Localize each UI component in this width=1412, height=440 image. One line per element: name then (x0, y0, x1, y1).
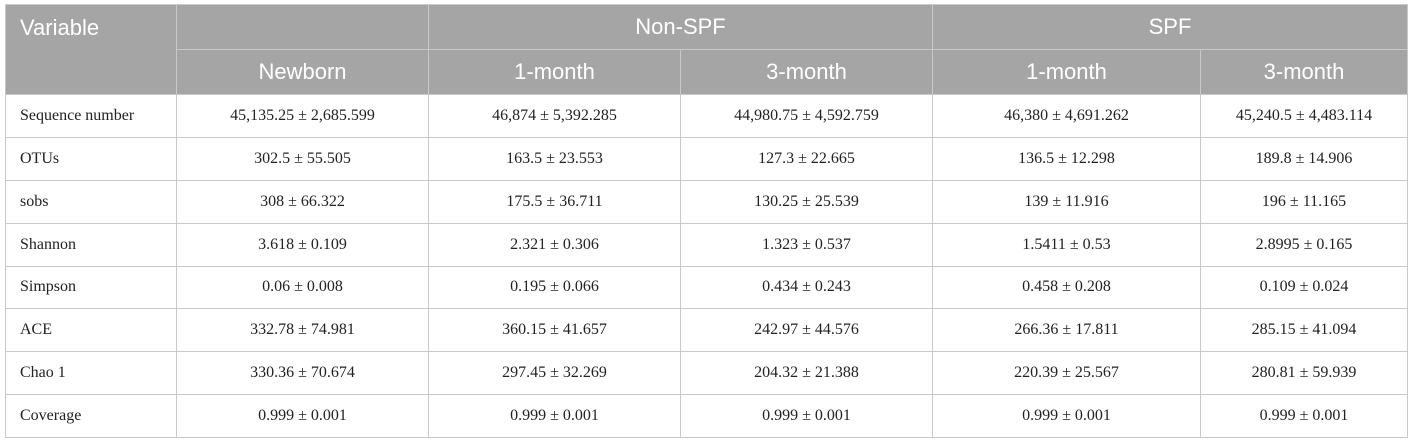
table-cell: 3.618 ± 0.109 (176, 222, 429, 267)
header-col-non-spf-1-month: 1-month (428, 49, 681, 95)
header-col-newborn: Newborn (176, 49, 429, 95)
table-cell: 0.999 ± 0.001 (679, 394, 934, 438)
row-label: Shannon (5, 222, 177, 267)
table-cell: 302.5 ± 55.505 (176, 136, 429, 181)
table-row: Coverage 0.999 ± 0.001 0.999 ± 0.001 0.999 … (5, 394, 1409, 438)
table-cell: 0.434 ± 0.243 (679, 265, 934, 310)
header-col-spf-3-month: 3-month (1200, 49, 1409, 95)
table-cell: 0.999 ± 0.001 (176, 394, 429, 438)
table-cell: 242.97 ± 44.576 (679, 308, 934, 353)
table-cell: 220.39 ± 25.567 (932, 351, 1202, 396)
table-cell: 0.999 ± 0.001 (932, 394, 1202, 438)
table-cell: 1.5411 ± 0.53 (932, 222, 1202, 267)
header-row-columns: Newborn 1-month 3-month 1-month 3-month (6, 49, 1409, 95)
row-label: OTUs (5, 136, 177, 181)
table-cell: 332.78 ± 74.981 (176, 308, 429, 353)
table-row: OTUs 302.5 ± 55.505 163.5 ± 23.553 127.3 ± … (5, 136, 1409, 181)
table-row: Chao 1 330.36 ± 70.674 297.45 ± 32.269 204.… (5, 351, 1409, 396)
row-label: ACE (5, 308, 177, 353)
table-cell: 280.81 ± 59.939 (1200, 351, 1409, 396)
header-row-groups: Variable Non-SPF SPF (5, 4, 1409, 95)
table-cell: 0.109 ± 0.024 (1200, 265, 1409, 310)
table-cell: 0.06 ± 0.008 (176, 265, 429, 310)
row-label: Coverage (5, 394, 177, 438)
row-label: Sequence number (5, 94, 177, 138)
table-cell: 196 ± 11.165 (1200, 179, 1409, 224)
table-cell: 45,135.25 ± 2,685.599 (176, 94, 429, 138)
header-group-spf: SPF (932, 4, 1409, 50)
row-label: sobs (5, 179, 177, 224)
table-cell: 139 ± 11.916 (932, 179, 1202, 224)
header-col-spf-1-month: 1-month (932, 49, 1202, 95)
table-cell: 330.36 ± 70.674 (176, 351, 429, 396)
header-blank (176, 4, 429, 50)
header-group-non-spf: Non-SPF (427, 4, 934, 50)
header-col-non-spf-3-month: 3-month (679, 49, 934, 95)
header-variable: Variable (5, 4, 177, 95)
table-cell: 2.321 ± 0.306 (428, 222, 681, 267)
table-cell: 46,874 ± 5,392.285 (428, 94, 681, 138)
table-row: ACE 332.78 ± 74.981 360.15 ± 41.657 242.97 … (5, 308, 1409, 353)
table-cell: 0.999 ± 0.001 (1200, 394, 1409, 438)
table-cell: 130.25 ± 25.539 (679, 179, 934, 224)
table-cell: 1.323 ± 0.537 (679, 222, 934, 267)
row-label: Simpson (5, 265, 177, 310)
table-cell: 175.5 ± 36.711 (428, 179, 681, 224)
table-cell: 266.36 ± 17.811 (932, 308, 1202, 353)
data-table: Variable Non-SPF SPF Newborn 1-month 3-m… (5, 4, 1409, 438)
table-cell: 136.5 ± 12.298 (932, 136, 1202, 181)
table-cell: 163.5 ± 23.553 (428, 136, 681, 181)
table-cell: 44,980.75 ± 4,592.759 (679, 94, 934, 138)
table-cell: 308 ± 66.322 (176, 179, 429, 224)
table-row: Sequence number 45,135.25 ± 2,685.599 46,8… (5, 94, 1409, 138)
table-cell: 46,380 ± 4,691.262 (932, 94, 1202, 138)
table-cell: 0.999 ± 0.001 (428, 394, 681, 438)
table-cell: 0.458 ± 0.208 (932, 265, 1202, 310)
table-cell: 2.8995 ± 0.165 (1200, 222, 1409, 267)
table-cell: 297.45 ± 32.269 (428, 351, 681, 396)
table-cell: 285.15 ± 41.094 (1200, 308, 1409, 353)
table-cell: 360.15 ± 41.657 (428, 308, 681, 353)
table-row: sobs 308 ± 66.322 175.5 ± 36.711 130.25 ± 2… (5, 179, 1409, 224)
table-cell: 45,240.5 ± 4,483.114 (1200, 94, 1409, 138)
table-cell: 127.3 ± 22.665 (679, 136, 934, 181)
table-body: Sequence number 45,135.25 ± 2,685.599 46,8… (5, 94, 1409, 438)
row-label: Chao 1 (5, 351, 177, 396)
table-row: Shannon 3.618 ± 0.109 2.321 ± 0.306 1.323 ±… (5, 222, 1409, 267)
table-cell: 189.8 ± 14.906 (1200, 136, 1409, 181)
table-cell: 0.195 ± 0.066 (428, 265, 681, 310)
table-cell: 204.32 ± 21.388 (679, 351, 934, 396)
table-row: Simpson 0.06 ± 0.008 0.195 ± 0.066 0.434 ± … (5, 265, 1409, 310)
table-header: Variable Non-SPF SPF Newborn 1-month 3-m… (5, 4, 1409, 95)
